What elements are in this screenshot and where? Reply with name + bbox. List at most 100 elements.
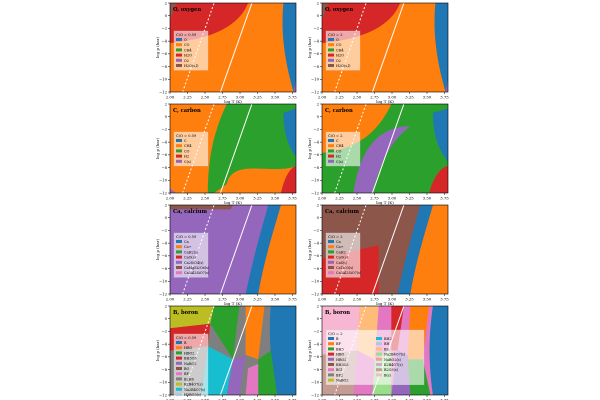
legend-swatch bbox=[176, 393, 182, 396]
x-axis-label: log T (K) bbox=[376, 200, 394, 205]
legend-label: BS bbox=[384, 347, 389, 351]
plot-frame bbox=[169, 204, 297, 295]
legend-swatch bbox=[376, 337, 382, 340]
x-tick-label: 2.00 bbox=[318, 95, 327, 100]
x-tick-label: 2.25 bbox=[183, 297, 192, 302]
region-area bbox=[283, 108, 296, 158]
region-area bbox=[258, 205, 296, 294]
legend-label: HBO bbox=[336, 353, 345, 357]
x-tick-label: 3.00 bbox=[236, 398, 245, 400]
legend-label: BH bbox=[384, 342, 389, 346]
x-tick-label: 3.50 bbox=[271, 95, 280, 100]
legend-swatch bbox=[328, 357, 334, 361]
y-tick-label: −10 bbox=[311, 178, 320, 183]
legend-label: H2 bbox=[184, 155, 189, 159]
plot-frame bbox=[169, 305, 297, 396]
condensation-curve bbox=[182, 205, 215, 294]
region-layer bbox=[322, 104, 448, 193]
condensation-curve bbox=[334, 104, 367, 193]
x-tick-label: 2.50 bbox=[353, 196, 362, 201]
x-tick-label: 3.75 bbox=[440, 297, 449, 302]
y-tick-label: 2 bbox=[317, 303, 320, 308]
y-tick-label: −2 bbox=[161, 127, 167, 132]
legend-label: NaBO2 bbox=[336, 379, 348, 383]
region-area bbox=[245, 363, 259, 395]
y-tick-label: −2 bbox=[313, 127, 319, 132]
region-area bbox=[258, 350, 278, 395]
region-area bbox=[210, 306, 240, 360]
legend-swatch bbox=[176, 64, 182, 67]
y-tick-label: 2 bbox=[317, 0, 320, 5]
legend-swatch bbox=[176, 387, 182, 391]
y-tick-label: −10 bbox=[159, 279, 168, 284]
x-tick-label: 2.75 bbox=[370, 95, 379, 100]
x-tick-label: 2.75 bbox=[218, 297, 227, 302]
legend-label: CaTiO3(s) bbox=[336, 266, 354, 270]
condensation-curve bbox=[334, 306, 367, 395]
legend-label: B2H6 bbox=[184, 377, 194, 381]
condensation-curve bbox=[182, 306, 215, 395]
y-tick-label: −6 bbox=[161, 253, 167, 258]
y-tick-label: 0 bbox=[165, 215, 168, 220]
legend-label: C(s) bbox=[336, 160, 344, 164]
legend-swatch bbox=[328, 144, 334, 148]
legend-swatch bbox=[176, 38, 182, 41]
panel-title: B, boron bbox=[325, 310, 350, 316]
region-area bbox=[293, 78, 296, 92]
legend-label: O2 bbox=[184, 59, 189, 63]
legend-title: C/O = 0.59 bbox=[176, 33, 197, 37]
legend-title: C/O = 2 bbox=[328, 332, 343, 336]
plot-frame bbox=[169, 2, 297, 93]
legend-label: O bbox=[184, 38, 187, 42]
legend-swatch bbox=[176, 58, 182, 62]
x-tick-label: 2.50 bbox=[353, 95, 362, 100]
legend-swatch bbox=[176, 240, 182, 243]
legend-swatch bbox=[176, 53, 182, 57]
legend-label: CO bbox=[184, 43, 190, 47]
legend-label: Ca+ bbox=[184, 245, 192, 249]
x-tick-label: 3.00 bbox=[388, 196, 397, 201]
y-tick-label: −2 bbox=[161, 329, 167, 334]
y-tick-label: −4 bbox=[313, 240, 319, 245]
boundary-curve bbox=[371, 104, 405, 193]
y-tick-label: −12 bbox=[311, 392, 320, 397]
legend-label: BF bbox=[336, 342, 341, 346]
region-area bbox=[226, 354, 246, 395]
legend-label: CO bbox=[336, 149, 342, 153]
region-area bbox=[410, 205, 448, 294]
legend-swatch bbox=[376, 357, 382, 361]
y-axis-label: log p (bar) bbox=[307, 238, 312, 260]
legend-swatch bbox=[176, 250, 182, 254]
legend-label: B bbox=[184, 341, 187, 345]
y-tick-label: 2 bbox=[165, 303, 168, 308]
y-tick-label: −12 bbox=[159, 190, 168, 195]
y-tick-label: −12 bbox=[159, 392, 168, 397]
legend-label: Ca2SiO4(s) bbox=[184, 261, 204, 265]
legend-label: CaMgSi2O6(s) bbox=[184, 266, 210, 270]
legend-swatch bbox=[176, 372, 182, 376]
x-tick-label: 2.00 bbox=[166, 95, 175, 100]
region-area bbox=[269, 306, 296, 395]
plot-frame bbox=[321, 2, 449, 93]
legend-label: Ca bbox=[184, 240, 189, 244]
x-tick-label: 3.75 bbox=[440, 196, 449, 201]
y-tick-label: −4 bbox=[313, 139, 319, 144]
x-tick-label: 3.00 bbox=[236, 297, 245, 302]
y-tick-label: 2 bbox=[165, 101, 168, 106]
x-tick-label: 2.00 bbox=[166, 297, 175, 302]
x-tick-label: 2.25 bbox=[183, 196, 192, 201]
x-axis-label: log T (K) bbox=[224, 200, 242, 205]
x-tick-label: 2.00 bbox=[166, 196, 175, 201]
y-tick-label: −8 bbox=[313, 64, 319, 69]
panel-title: Ca, calcium bbox=[173, 209, 207, 215]
legend-swatch bbox=[328, 352, 334, 356]
region-area bbox=[170, 205, 233, 210]
x-tick-label: 3.25 bbox=[405, 398, 414, 400]
legend-swatch bbox=[176, 271, 182, 275]
legend-swatch bbox=[328, 250, 334, 254]
